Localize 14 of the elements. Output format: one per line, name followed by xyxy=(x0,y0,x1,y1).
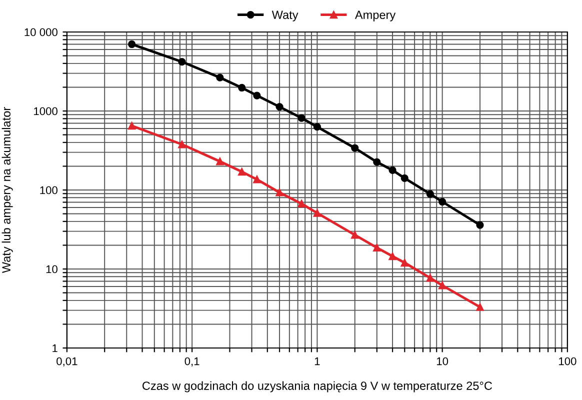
y-tick-label: 1000 xyxy=(34,107,58,116)
y-tick-label: 10 xyxy=(46,265,58,274)
x-tick-label: 1 xyxy=(314,357,320,366)
y-tick-label: 1 xyxy=(52,344,58,352)
x-tick-label: 0,1 xyxy=(184,357,200,366)
y-tick-label: 10 000 xyxy=(24,28,58,36)
x-tick-label: 0,01 xyxy=(56,357,78,366)
x-axis-title: Czas w godzinach do uzyskania napięcia 9 V w temperaturze 25°C xyxy=(142,381,492,392)
y-axis-title: Waty lub ampery na akumulator xyxy=(2,107,13,274)
x-tick-label: 100 xyxy=(559,357,576,366)
y-tick-label: 100 xyxy=(40,186,58,194)
legend-label: Waty xyxy=(272,10,298,22)
legend-label: Ampery xyxy=(354,10,396,22)
x-tick-label: 10 xyxy=(436,357,448,366)
